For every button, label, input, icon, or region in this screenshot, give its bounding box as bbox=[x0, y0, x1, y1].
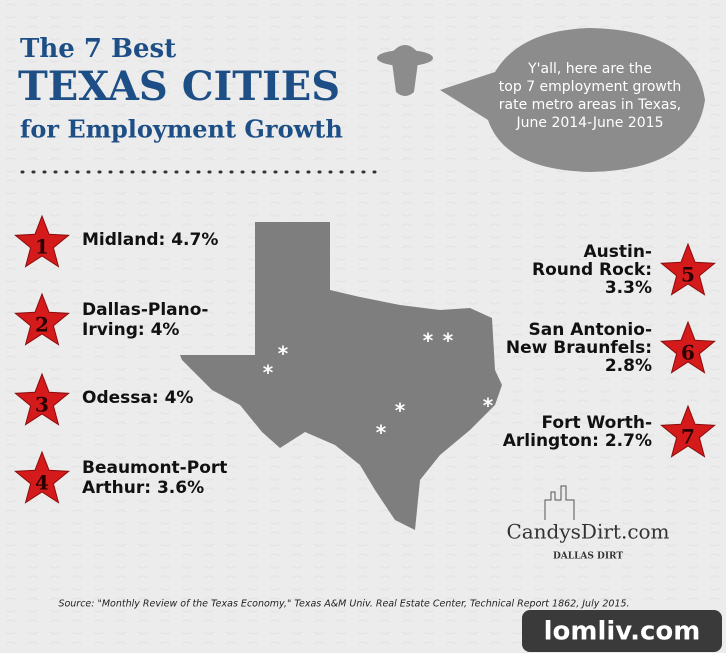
rank-number: 1 bbox=[35, 235, 49, 259]
svg-text:*: * bbox=[395, 399, 406, 423]
title-line: The 7 Best bbox=[20, 34, 176, 64]
city-label: Round Rock: bbox=[532, 260, 652, 280]
svg-text:*: * bbox=[278, 342, 289, 366]
svg-text:*: * bbox=[483, 394, 494, 418]
bubble-line: Y'all, here are the bbox=[527, 61, 652, 77]
rank-number: 5 bbox=[681, 263, 695, 287]
city-label: Beaumont-Port bbox=[82, 458, 227, 478]
city-label: Fort Worth- bbox=[541, 413, 652, 433]
cowboy-icon bbox=[377, 45, 433, 96]
title-line: TEXAS CITIES bbox=[18, 63, 340, 110]
rank-number: 2 bbox=[35, 313, 49, 337]
city-markers: * * * * * * * bbox=[263, 329, 494, 445]
logo-tagline: DALLAS DIRT bbox=[553, 552, 623, 562]
svg-text:*: * bbox=[376, 421, 387, 445]
svg-text:*: * bbox=[263, 361, 274, 385]
svg-text:*: * bbox=[443, 329, 454, 353]
speech-bubble bbox=[440, 28, 705, 172]
watermark: lomliv.com bbox=[544, 617, 701, 647]
watermark-box bbox=[522, 610, 722, 652]
city-label: San Antonio- bbox=[529, 320, 652, 340]
city-label: Arlington: 2.7% bbox=[503, 431, 652, 451]
city-label: Austin- bbox=[584, 242, 653, 262]
logo-name: CandysDirt.com bbox=[506, 520, 669, 544]
bubble-line: June 2014-June 2015 bbox=[516, 115, 664, 131]
rank-number: 4 bbox=[35, 471, 49, 495]
city-label: Odessa: 4% bbox=[82, 388, 193, 408]
svg-text:*: * bbox=[423, 329, 434, 353]
city-label: Dallas-Plano- bbox=[82, 300, 208, 320]
city-label: Irving: 4% bbox=[82, 320, 179, 340]
city-label: Midland: 4.7% bbox=[82, 230, 218, 250]
city-label: New Braunfels: bbox=[506, 338, 652, 358]
bubble-line: rate metro areas in Texas, bbox=[499, 97, 681, 113]
city-label: Arthur: 3.6% bbox=[82, 478, 204, 498]
rank-number: 6 bbox=[681, 341, 695, 365]
source-note: Source: "Monthly Review of the Texas Eco… bbox=[58, 599, 629, 610]
logo: CandysDirt.com DALLAS DIRT bbox=[506, 485, 670, 562]
city-label: 2.8% bbox=[605, 356, 652, 376]
city-label: 3.3% bbox=[605, 278, 652, 298]
title-line: for Employment Growth bbox=[20, 115, 343, 144]
rank-number: 7 bbox=[681, 425, 695, 449]
rank-number: 3 bbox=[35, 393, 49, 417]
bubble-line: top 7 employment growth bbox=[499, 79, 681, 95]
texas-map bbox=[180, 222, 502, 530]
